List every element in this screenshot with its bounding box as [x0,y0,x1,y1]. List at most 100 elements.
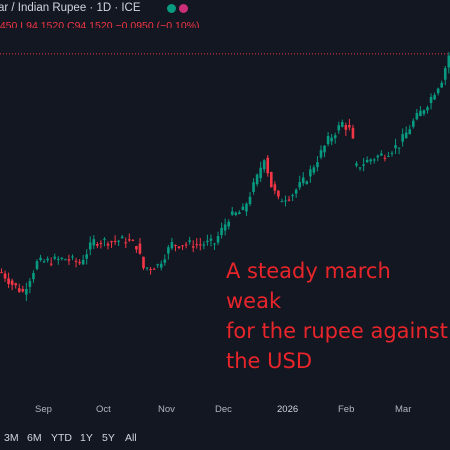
candle-body [355,163,358,166]
candle-body [323,145,326,153]
candle-body [67,259,71,261]
candle-body [227,221,230,227]
candle-body [394,145,397,149]
candle-body [326,136,330,145]
candle-body [156,264,159,266]
range-6m-button[interactable]: 6M [27,432,42,444]
range-all-button[interactable]: All [125,432,137,444]
range-3m-button[interactable]: 3M [4,432,19,444]
ohlc-close-value: C94.1520 [67,20,113,28]
x-tick-label: Feb [338,404,355,415]
candle-body [408,129,412,135]
candle-body [266,157,270,174]
candle-body [447,55,450,68]
candle-body [60,257,64,259]
candle-body [376,155,380,158]
x-tick-label: Nov [158,404,175,415]
candle-body [145,267,149,269]
candle-body [401,134,404,142]
candle-body [344,125,348,130]
candle-body [383,157,387,159]
candle-body [88,242,92,250]
x-tick-label: 2026 [277,404,299,415]
annotation-text: A steady march weak for the rupee agains… [226,256,450,376]
candle-body [202,244,206,246]
candle-body [28,280,32,287]
range-selector: 3M 6M YTD 1Y 5Y All [0,428,450,450]
candle-body [248,196,252,205]
candle-body [245,203,248,212]
annotation-line-1: A steady march weak [226,259,391,313]
candle-body [199,244,202,246]
candle-body [131,240,135,242]
candle-body [433,95,436,100]
candle-body [113,241,117,243]
candles-layer [0,52,450,302]
candle-body [337,125,341,131]
range-ytd-button[interactable]: YTD [51,432,72,444]
candle-body [312,167,316,173]
candle-body [152,268,156,270]
candle-body [191,246,195,248]
candle-body [206,240,209,243]
candle-body [120,236,124,239]
candle-body [99,242,103,244]
candle-body [273,184,277,191]
candle-body [422,110,426,114]
candle-body [316,162,319,168]
chart-header: ar / Indian Rupee · 1D · ICE 2450 L94.15… [0,0,450,28]
x-tick-label: Oct [96,404,111,415]
candle-body [53,256,57,259]
candle-body [110,241,113,243]
candle-body [298,182,301,188]
candle-body [149,268,152,270]
candle-body [387,156,390,158]
candle-body [128,239,131,241]
candle-body [358,167,362,169]
candle-body [330,137,333,142]
candle-body [429,96,433,103]
range-5y-button[interactable]: 5Y [102,432,115,444]
candle-body [309,169,312,177]
candle-body [14,283,17,286]
candle-body [252,182,255,193]
candle-body [142,256,145,269]
ohlc-open-value: 2450 [0,20,18,28]
candle-body [159,263,163,268]
alert-icon[interactable] [179,4,188,13]
candle-body [32,272,35,280]
candle-body [440,82,443,88]
candle-body [181,245,184,247]
candle-body [223,224,227,231]
candle-body [163,259,167,263]
symbol-title[interactable]: ar / Indian Rupee · 1D · ICE [0,2,141,14]
annotation-line-2: for the rupee against [226,319,448,343]
candle-body [96,244,99,246]
candle-body [124,242,128,244]
candle-body [220,227,223,236]
ohlc-change-value: −0.0950 (−0.10%) [115,20,200,28]
candle-body [284,200,287,202]
candle-body [280,201,284,203]
candle-body [85,254,88,259]
candle-body [213,243,216,245]
candle-body [10,280,14,285]
candle-body [372,159,376,161]
candle-body [138,243,142,254]
candle-body [184,244,188,246]
x-tick-label: Mar [395,404,412,415]
candle-body [230,211,234,215]
x-tick-label: Dec [215,404,232,415]
candle-body [238,212,241,215]
candle-body [294,189,298,194]
candle-body [365,159,369,163]
candle-body [135,246,138,250]
candle-body [348,125,351,128]
candle-body [351,127,355,139]
candle-body [170,242,174,249]
range-1y-button[interactable]: 1Y [80,432,93,444]
market-status-icon [167,4,176,13]
candle-body [291,195,294,197]
candle-body [270,171,273,188]
